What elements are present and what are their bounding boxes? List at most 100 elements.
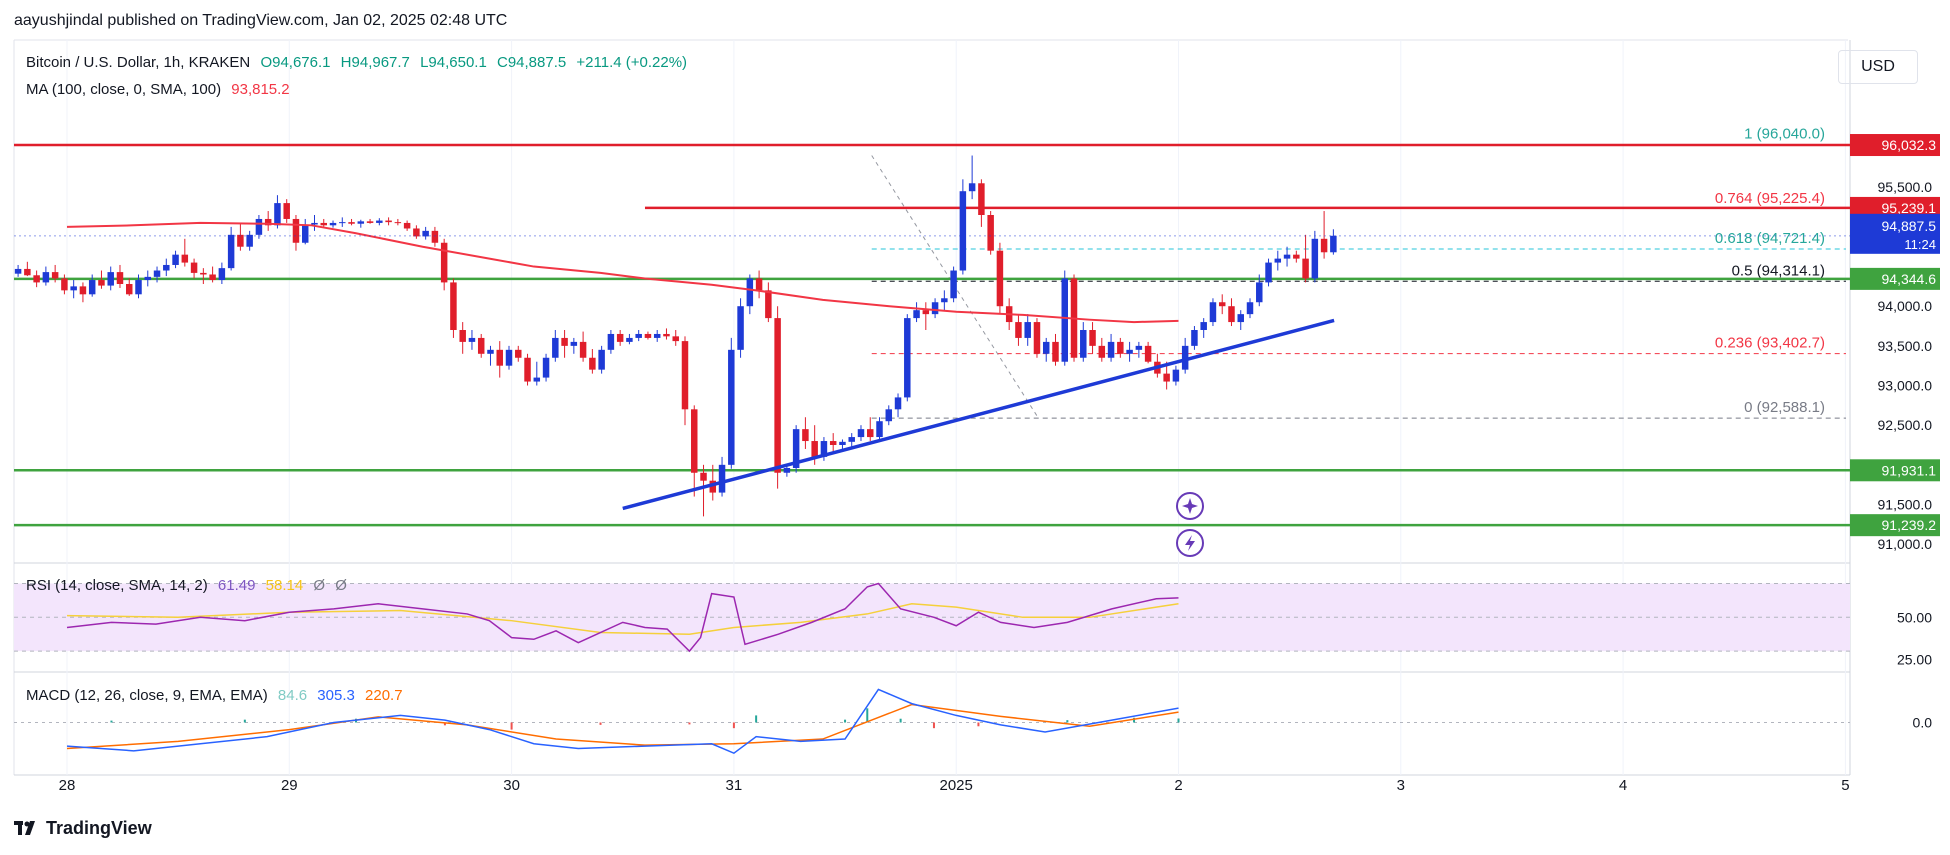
symbol-name[interactable]: Bitcoin / U.S. Dollar, 1h, KRAKEN	[26, 54, 251, 71]
candle-body[interactable]	[904, 318, 911, 398]
candle-body[interactable]	[61, 278, 68, 291]
candle-body[interactable]	[1218, 302, 1226, 307]
candle-body[interactable]	[533, 377, 541, 382]
candle-body[interactable]	[681, 341, 689, 410]
candle-body[interactable]	[329, 222, 337, 226]
candle-body[interactable]	[468, 337, 476, 342]
candle-body[interactable]	[552, 337, 559, 358]
candle-body[interactable]	[200, 272, 207, 275]
candle-body[interactable]	[774, 318, 781, 473]
candle-body[interactable]	[653, 333, 661, 338]
candle-body[interactable]	[1042, 341, 1050, 354]
candle-body[interactable]	[672, 336, 679, 342]
candle-body[interactable]	[885, 409, 893, 422]
candle-body[interactable]	[42, 272, 50, 283]
candle-body[interactable]	[181, 254, 189, 263]
ma-legend[interactable]: MA (100, close, 0, SMA, 100) 93,815.2	[26, 81, 296, 98]
candle-body[interactable]	[477, 337, 485, 354]
candle-body[interactable]	[1228, 306, 1235, 323]
candle-body[interactable]	[1311, 238, 1319, 279]
candle-body[interactable]	[1330, 235, 1337, 253]
candle-body[interactable]	[1033, 322, 1041, 354]
macd-signal-line[interactable]	[66, 703, 1179, 750]
candle-body[interactable]	[802, 429, 809, 442]
candle-body[interactable]	[459, 330, 466, 342]
candle-body[interactable]	[913, 310, 920, 319]
candle-body[interactable]	[1265, 262, 1272, 283]
candle-body[interactable]	[1209, 302, 1217, 323]
candle-body[interactable]	[1274, 258, 1282, 263]
candle-body[interactable]	[950, 270, 957, 299]
candle-body[interactable]	[579, 341, 587, 358]
candle-body[interactable]	[496, 349, 503, 366]
candle-body[interactable]	[570, 341, 578, 346]
candle-body[interactable]	[848, 437, 855, 442]
candle-body[interactable]	[450, 282, 457, 330]
candle-body[interactable]	[237, 234, 244, 247]
candle-body[interactable]	[70, 286, 77, 291]
candle-body[interactable]	[283, 203, 290, 219]
candle-body[interactable]	[894, 397, 902, 410]
candle-body[interactable]	[153, 270, 161, 277]
candle-body[interactable]	[255, 218, 263, 235]
candle-body[interactable]	[829, 441, 837, 445]
candle-body[interactable]	[394, 222, 402, 224]
candle-body[interactable]	[366, 221, 374, 223]
candle-body[interactable]	[876, 421, 883, 438]
candle-body[interactable]	[1302, 258, 1309, 279]
candle-body[interactable]	[144, 276, 152, 281]
candle-body[interactable]	[292, 218, 300, 243]
candle-body[interactable]	[589, 357, 596, 370]
sparkle-icon[interactable]	[1176, 492, 1204, 520]
candle-body[interactable]	[51, 272, 59, 279]
candle-body[interactable]	[792, 429, 800, 468]
candle-body[interactable]	[413, 228, 420, 237]
candle-body[interactable]	[107, 272, 114, 286]
lightning-icon[interactable]	[1176, 529, 1204, 557]
candle-body[interactable]	[839, 441, 846, 445]
candle-body[interactable]	[357, 221, 365, 224]
candle-body[interactable]	[348, 222, 355, 224]
candle-body[interactable]	[1061, 278, 1068, 362]
candle-body[interactable]	[1172, 369, 1180, 382]
candle-body[interactable]	[1163, 373, 1170, 382]
candle-body[interactable]	[700, 472, 707, 481]
ma100-line[interactable]	[66, 221, 1179, 324]
candle-body[interactable]	[505, 349, 513, 366]
candle-body[interactable]	[1015, 322, 1022, 338]
candle-body[interactable]	[978, 183, 985, 215]
candle-body[interactable]	[996, 250, 1004, 307]
candle-body[interactable]	[422, 230, 429, 237]
candle-body[interactable]	[311, 222, 318, 225]
candle-body[interactable]	[264, 218, 272, 226]
candle-body[interactable]	[1107, 341, 1115, 358]
candle-body[interactable]	[172, 254, 179, 265]
candle-body[interactable]	[561, 337, 568, 346]
candle-body[interactable]	[88, 280, 96, 295]
candle-body[interactable]	[718, 464, 726, 493]
macd-line[interactable]	[66, 688, 1179, 755]
candle-body[interactable]	[24, 268, 31, 276]
candle-body[interactable]	[1117, 341, 1124, 354]
candle-body[interactable]	[209, 274, 216, 281]
candle-body[interactable]	[1283, 254, 1291, 259]
rsi-ma-line[interactable]	[66, 603, 1179, 635]
currency-button[interactable]: USD	[1838, 50, 1918, 84]
candle-body[interactable]	[728, 349, 735, 465]
candle-body[interactable]	[524, 357, 531, 382]
candle-body[interactable]	[857, 429, 865, 438]
candle-body[interactable]	[1246, 302, 1254, 315]
candle-body[interactable]	[218, 268, 226, 281]
candle-body[interactable]	[811, 441, 818, 457]
candle-body[interactable]	[755, 278, 763, 291]
candle-body[interactable]	[931, 302, 939, 315]
candle-body[interactable]	[1144, 345, 1152, 362]
candle-body[interactable]	[440, 242, 448, 283]
candle-body[interactable]	[33, 275, 40, 283]
candle-body[interactable]	[1293, 254, 1300, 259]
candle-body[interactable]	[1098, 345, 1106, 358]
candle-body[interactable]	[14, 268, 22, 274]
candle-body[interactable]	[301, 224, 309, 243]
candle-body[interactable]	[1135, 345, 1143, 350]
